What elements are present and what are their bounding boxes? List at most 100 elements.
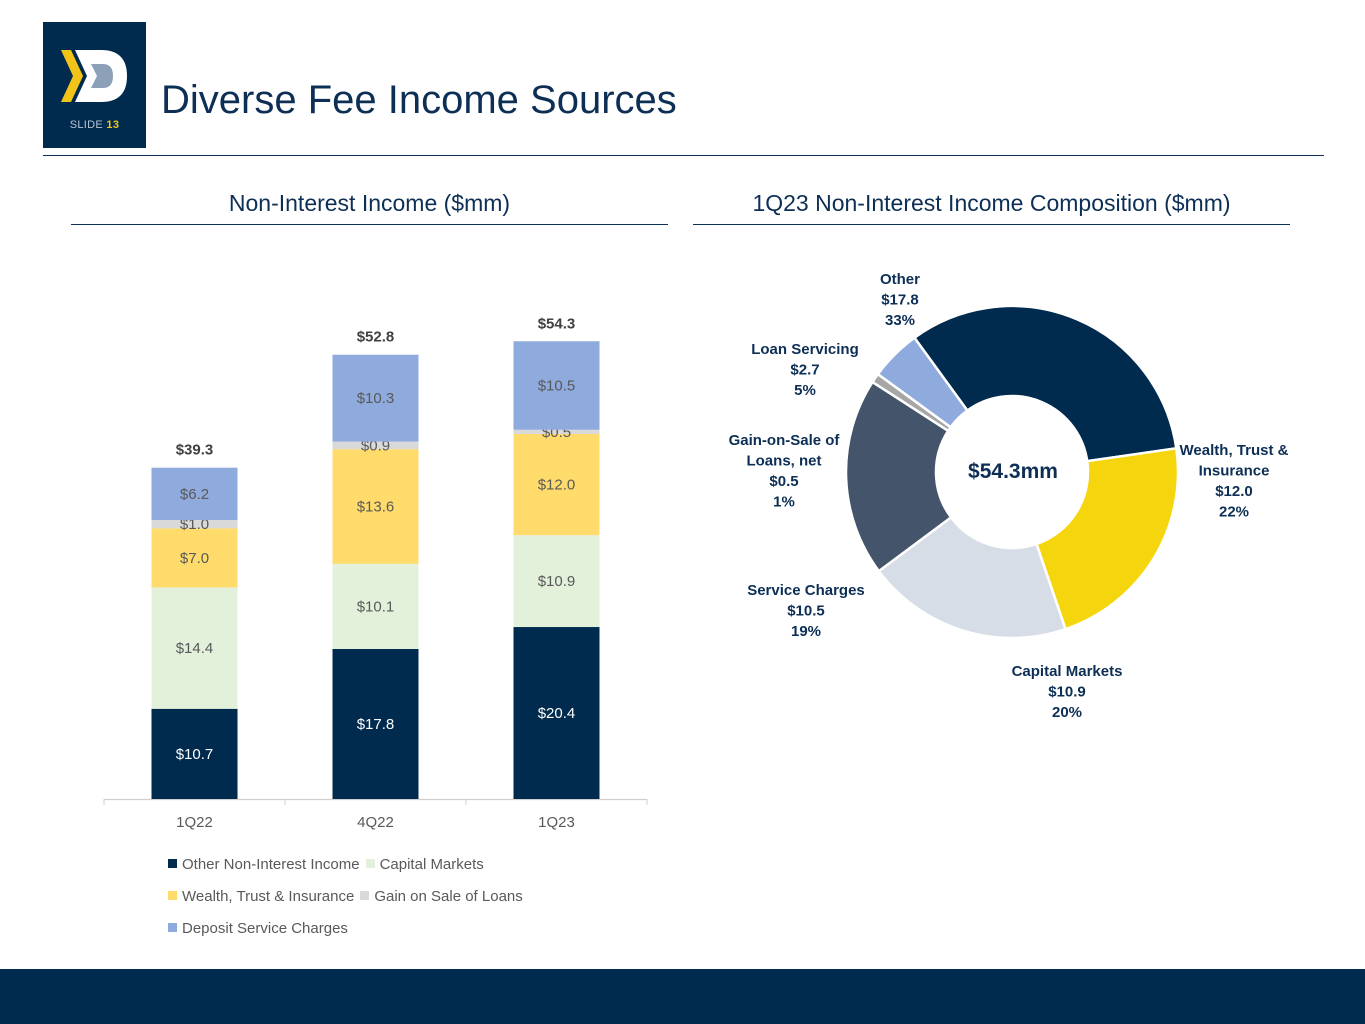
donut-label-line: Insurance [1199,463,1270,480]
title-divider [43,155,1324,156]
bar-data-label: $1.0 [180,516,209,533]
bar-chart-title-divider [71,224,668,225]
bar-segment-wealth-trust-insurance [151,528,238,588]
donut-chart-title: 1Q23 Non-Interest Income Composition ($m… [752,190,1231,216]
donut-chart: Other $17.8 33% Wealth, Trust & Insurance $12… [729,271,1289,721]
bar-segment-gain-on-sale-of-loans [332,441,419,450]
donut-label-line: $10.5 [787,603,825,620]
slide-label-text: SLIDE [69,119,104,131]
bar-segment-other-non-interest-income [332,648,419,799]
bar-data-label: $10.5 [538,378,576,395]
legend-swatch [168,923,177,932]
legend-row: Other Non-Interest Income Capital Markets [168,855,529,887]
bar-data-label: $12.0 [538,477,576,494]
bar-data-label: $6.2 [180,486,209,503]
legend-swatch [168,891,177,900]
company-logo: SLIDE 13 [43,22,146,148]
page-title: Diverse Fee Income Sources [161,78,677,122]
bar-data-label: $13.6 [357,498,395,515]
donut-center-label: $54.3mm [968,460,1058,483]
bar-segment-deposit-service-charges [513,341,600,430]
bar-segment-wealth-trust-insurance [332,449,419,564]
donut-label-line: 20% [1052,704,1082,721]
donut-label-line: $17.8 [881,292,919,309]
donut-slice-label: Other $17.8 33% [880,271,920,329]
donut-slice-loan-servicing [876,335,970,429]
legend-row: Deposit Service Charges [168,919,529,951]
donut-slice-label: Wealth, Trust & Insurance $12.0 22% [1180,442,1289,521]
legend-item: Other Non-Interest Income [168,855,360,875]
legend-item: Capital Markets [365,855,484,875]
bar-total-label: $54.3 [538,315,576,332]
donut-label-line: Other [880,271,920,288]
donut-label-line: 1% [773,494,795,511]
donut-label-line: 19% [791,623,821,640]
legend-label: Other Non-Interest Income [182,856,360,873]
bar-segment-wealth-trust-insurance [513,433,600,536]
legend-item: Gain on Sale of Loans [360,887,523,907]
bar-data-label: $7.0 [180,550,209,567]
donut-slice-other [912,304,1178,463]
bar-segment-other-non-interest-income [151,708,238,799]
bar-segment-deposit-service-charges [151,467,238,520]
logo-chevron-icon [61,50,127,102]
bar-segment-capital-markets [151,587,238,709]
legend-swatch [168,859,177,868]
donut-label-line: 22% [1219,504,1249,521]
donut-slice-label: Capital Markets $10.9 20% [1012,663,1123,721]
legend-label: Capital Markets [379,856,484,873]
x-tick-label: 1Q23 [538,814,575,831]
donut-label-line: $12.0 [1215,483,1253,500]
bar-segment-capital-markets [513,535,600,628]
bar-data-label: $10.3 [357,390,395,407]
donut-label-line: Service Charges [747,582,865,599]
legend-label: Deposit Service Charges [182,920,348,937]
donut-label-line: Gain-on-Sale of [729,432,841,449]
bar-data-label: $17.8 [357,716,395,733]
bar-data-label: $10.7 [176,746,214,763]
bar-chart-legend: Other Non-Interest Income Capital Markets… [168,855,529,951]
donut-label-line: $2.7 [790,362,819,379]
donut-label-line: $0.5 [769,473,798,490]
legend-item: Deposit Service Charges [168,919,348,939]
donut-label-line: Capital Markets [1012,663,1123,680]
x-tick-label: 1Q22 [176,814,213,831]
bar-chart-title: Non-Interest Income ($mm) [228,190,511,216]
donut-label-line: Wealth, Trust & [1180,442,1289,459]
bar-segment-gain-on-sale-of-loans [151,519,238,529]
bar-segment-deposit-service-charges [332,354,419,442]
legend-label: Gain on Sale of Loans [374,888,523,905]
bar-segment-other-non-interest-income [513,627,600,799]
donut-slice-wealth-trust-insurance [1034,446,1180,631]
donut-slice-label: Loan Servicing $2.7 5% [751,341,859,399]
bar-data-label: $10.1 [357,598,395,615]
slide-number-label: SLIDE 13 [43,119,146,131]
x-tick-label: 4Q22 [357,814,394,831]
legend-swatch [360,891,370,900]
stacked-bar-chart: $10.7 $14.4 $7.0 $1.0 $6.2 $39.3 1Q22 $17.8 $10.… [103,315,648,831]
donut-label-line: Loan Servicing [751,341,859,358]
bar-data-label: $0.9 [361,437,390,454]
footer-bar [0,969,1365,1024]
bar-data-label: $10.9 [538,573,576,590]
legend-row: Wealth, Trust & Insurance Gain on Sale of… [168,887,529,919]
legend-label: Wealth, Trust & Insurance [182,888,355,905]
donut-chart-title-divider [693,224,1290,225]
bar-segment-gain-on-sale-of-loans [513,429,600,434]
legend-swatch [365,859,375,868]
donut-slice-label: Service Charges $10.5 19% [747,582,865,640]
bar-segment-capital-markets [332,563,419,649]
legend-item: Wealth, Trust & Insurance [168,887,354,907]
bar-total-label: $39.3 [176,442,214,459]
donut-slice-capital-markets [877,515,1068,640]
donut-label-line: $10.9 [1048,684,1086,701]
donut-slice-service-charges [844,380,953,573]
bar-data-label: $14.4 [176,640,214,657]
donut-label-line: 5% [794,382,816,399]
donut-slice-label: Gain-on-Sale of Loans, net $0.5 1% [729,432,841,511]
donut-label-line: 33% [885,312,915,329]
bar-data-label: $20.4 [538,705,576,722]
slide-number: 13 [106,119,120,131]
bar-total-label: $52.8 [357,329,395,346]
donut-label-line: Loans, net [746,453,821,470]
